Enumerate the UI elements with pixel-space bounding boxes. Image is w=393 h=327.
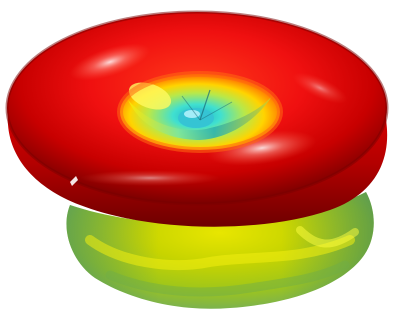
torus-body bbox=[5, 10, 389, 227]
rim-artifact bbox=[70, 176, 78, 186]
torus-hole bbox=[117, 71, 283, 153]
